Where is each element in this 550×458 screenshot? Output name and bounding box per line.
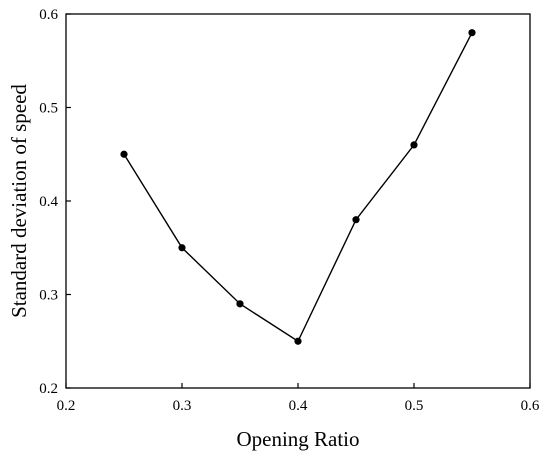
x-tick-label: 0.3 — [173, 398, 192, 414]
x-tick-label: 0.6 — [521, 398, 540, 414]
x-tick-label: 0.2 — [57, 398, 76, 414]
data-point — [236, 300, 244, 308]
y-axis-label: Standard deviation of speed — [7, 84, 31, 318]
y-tick-label: 0.2 — [39, 381, 58, 397]
data-point — [294, 337, 302, 345]
data-point — [178, 244, 186, 252]
y-tick-label: 0.6 — [39, 7, 58, 23]
x-axis-label: Opening Ratio — [236, 427, 359, 451]
y-axis-ticks: 0.2 0.3 0.4 0.5 0.6 — [39, 7, 71, 397]
data-point — [468, 29, 476, 37]
x-tick-label: 0.4 — [289, 398, 308, 414]
plot-frame — [65, 13, 531, 389]
y-tick-label: 0.5 — [39, 101, 58, 117]
x-tick-label: 0.5 — [405, 398, 424, 414]
x-axis-ticks: 0.2 0.3 0.4 0.5 0.6 — [57, 383, 540, 414]
data-point — [120, 150, 128, 158]
y-tick-label: 0.3 — [39, 288, 58, 304]
data-point — [352, 216, 360, 224]
data-point — [410, 141, 418, 149]
series-line — [123, 32, 473, 343]
series-markers — [120, 29, 476, 345]
y-tick-label: 0.4 — [39, 194, 58, 210]
